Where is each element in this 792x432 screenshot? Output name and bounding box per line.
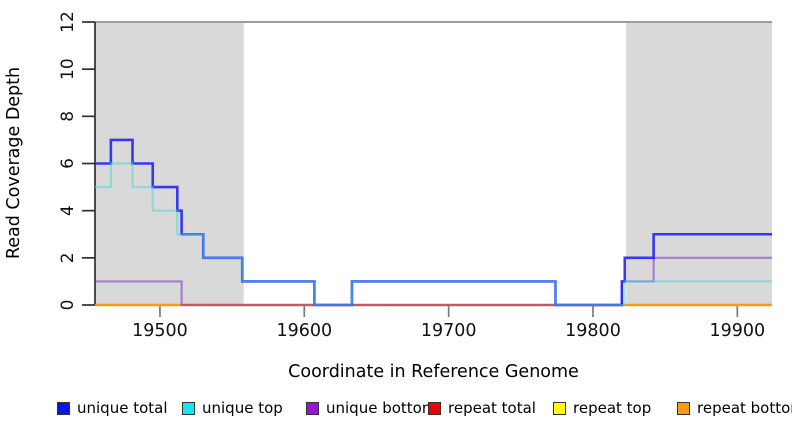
repeat-region-shading: [626, 22, 772, 305]
y-tick-label: 8: [58, 111, 78, 122]
series-line-unique-top: [95, 162, 772, 307]
y-tick-label: 6: [58, 158, 78, 169]
x-tick-label: 19900: [710, 321, 766, 341]
y-tick-label: 10: [58, 58, 78, 80]
y-tick-label: 2: [58, 252, 78, 263]
x-tick-label: 19500: [132, 321, 188, 341]
y-tick-label: 0: [58, 300, 78, 311]
x-tick-label: 19800: [565, 321, 621, 341]
x-tick-label: 19700: [421, 321, 477, 341]
x-tick-label: 19600: [276, 321, 332, 341]
y-tick-label: 12: [58, 11, 78, 33]
y-tick-label: 4: [58, 205, 78, 216]
y-axis-title: Read Coverage Depth: [4, 66, 24, 260]
x-axis-title: Coordinate in Reference Genome: [288, 362, 579, 382]
